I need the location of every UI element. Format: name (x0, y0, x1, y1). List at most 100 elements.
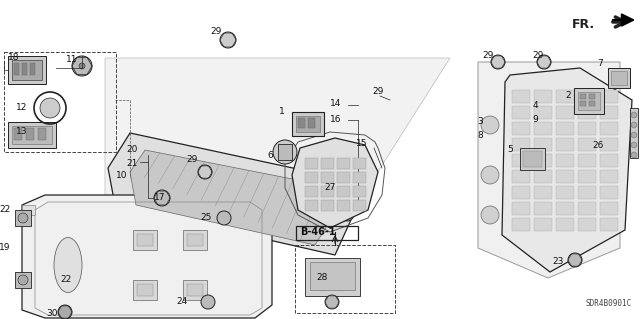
Bar (556, 218, 574, 231)
Text: 29: 29 (532, 50, 544, 60)
Polygon shape (502, 68, 632, 272)
Bar (137, 284, 153, 296)
Circle shape (220, 32, 236, 48)
Circle shape (481, 166, 499, 184)
Bar (600, 202, 618, 215)
Bar (298, 118, 305, 128)
Bar (580, 101, 586, 106)
Bar (30, 63, 35, 75)
Bar (589, 101, 595, 106)
Bar (512, 122, 530, 135)
Bar (578, 202, 596, 215)
Bar (337, 172, 350, 183)
Bar (512, 138, 530, 151)
Text: 25: 25 (200, 213, 212, 222)
Text: 6: 6 (267, 151, 273, 160)
Circle shape (631, 152, 637, 158)
Circle shape (40, 98, 60, 118)
Text: 29: 29 (372, 87, 384, 97)
Bar (321, 186, 334, 197)
Text: 29: 29 (483, 50, 493, 60)
Bar (578, 138, 596, 151)
Polygon shape (22, 195, 272, 318)
Text: 9: 9 (532, 115, 538, 124)
Bar (534, 122, 552, 135)
Bar (600, 122, 618, 135)
Bar (512, 218, 530, 231)
Bar (578, 90, 596, 103)
Bar (15, 272, 31, 288)
Bar (578, 154, 596, 167)
Bar (600, 186, 618, 199)
Circle shape (631, 122, 637, 128)
Bar (608, 68, 630, 88)
Text: 27: 27 (324, 183, 336, 192)
Text: 30: 30 (46, 308, 58, 317)
Bar (15, 210, 31, 226)
Text: 12: 12 (16, 103, 28, 113)
Bar (183, 230, 207, 250)
Bar (611, 71, 627, 85)
Circle shape (18, 213, 28, 223)
Bar (310, 262, 355, 290)
Bar (600, 170, 618, 183)
Circle shape (631, 132, 637, 138)
Bar (295, 245, 395, 313)
Text: 26: 26 (592, 140, 604, 150)
Bar (8, 56, 46, 84)
Circle shape (201, 295, 215, 309)
Bar (534, 170, 552, 183)
Bar (589, 94, 595, 99)
Bar (337, 158, 350, 169)
Bar (600, 106, 618, 119)
Bar (556, 106, 574, 119)
Bar (512, 202, 530, 215)
Bar (8, 122, 56, 148)
Bar (580, 94, 586, 99)
Circle shape (631, 142, 637, 148)
Text: 20: 20 (126, 145, 138, 154)
Text: 18: 18 (8, 54, 20, 63)
Bar (305, 158, 318, 169)
Circle shape (154, 190, 170, 206)
Bar (305, 200, 318, 211)
Bar (353, 200, 366, 211)
Polygon shape (105, 58, 450, 200)
Circle shape (198, 165, 212, 179)
Bar (556, 154, 574, 167)
Bar (321, 172, 334, 183)
Bar (512, 154, 530, 167)
Circle shape (325, 295, 339, 309)
Bar (12, 60, 42, 80)
Ellipse shape (54, 238, 82, 293)
Bar (630, 108, 638, 158)
Text: 15: 15 (356, 138, 368, 147)
Bar (523, 151, 542, 167)
Text: 17: 17 (154, 194, 166, 203)
Bar (600, 154, 618, 167)
Bar (556, 138, 574, 151)
Bar (556, 170, 574, 183)
Bar (12, 126, 52, 144)
Bar (512, 90, 530, 103)
Circle shape (79, 63, 85, 69)
Text: 29: 29 (186, 155, 198, 165)
Circle shape (340, 207, 354, 221)
Text: 19: 19 (0, 243, 11, 253)
Bar (600, 90, 618, 103)
Text: 13: 13 (16, 128, 28, 137)
Bar (600, 138, 618, 151)
Bar (556, 122, 574, 135)
Text: 11: 11 (67, 56, 77, 64)
Bar (556, 90, 574, 103)
Text: 28: 28 (316, 273, 328, 283)
Circle shape (217, 211, 231, 225)
Text: 22: 22 (0, 205, 11, 214)
Text: 2: 2 (565, 92, 571, 100)
Text: FR.: FR. (572, 18, 595, 31)
Polygon shape (22, 205, 35, 215)
Bar (321, 158, 334, 169)
Bar (296, 116, 320, 132)
Bar (578, 92, 600, 110)
Bar (578, 218, 596, 231)
